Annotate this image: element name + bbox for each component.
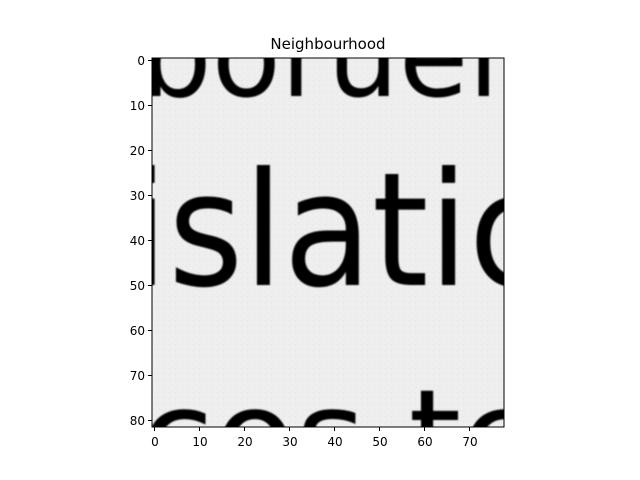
image-panel: boruen islatic cos tc — [128, 0, 548, 480]
image-background — [152, 58, 504, 427]
text-row-top: boruen — [140, 0, 540, 124]
text-row-middle: islatic — [128, 139, 548, 323]
y-tick-label: 80 — [130, 414, 145, 428]
x-tick-label: 50 — [372, 435, 387, 449]
x-tick-label: 30 — [282, 435, 297, 449]
x-tick-label: 60 — [417, 435, 432, 449]
y-tick-label: 70 — [130, 369, 145, 383]
axes-frame — [151, 57, 505, 428]
x-tick-label: 0 — [151, 435, 159, 449]
x-tick-label: 20 — [237, 435, 252, 449]
y-tick-label: 40 — [130, 234, 145, 248]
y-tick-label: 50 — [130, 279, 145, 293]
chart-title: Neighbourhood — [270, 35, 385, 53]
x-tick-label: 40 — [327, 435, 342, 449]
text-row-bottom: cos tc — [140, 361, 535, 480]
y-tick-label: 0 — [137, 54, 145, 68]
y-tick-label: 60 — [130, 324, 145, 338]
y-tick-label: 20 — [130, 144, 145, 158]
x-tick-label: 10 — [192, 435, 207, 449]
y-axis — [148, 60, 152, 421]
y-tick-label: 30 — [130, 189, 145, 203]
y-tick-label: 10 — [130, 99, 145, 113]
x-tick-label: 70 — [462, 435, 477, 449]
x-axis — [154, 427, 470, 431]
